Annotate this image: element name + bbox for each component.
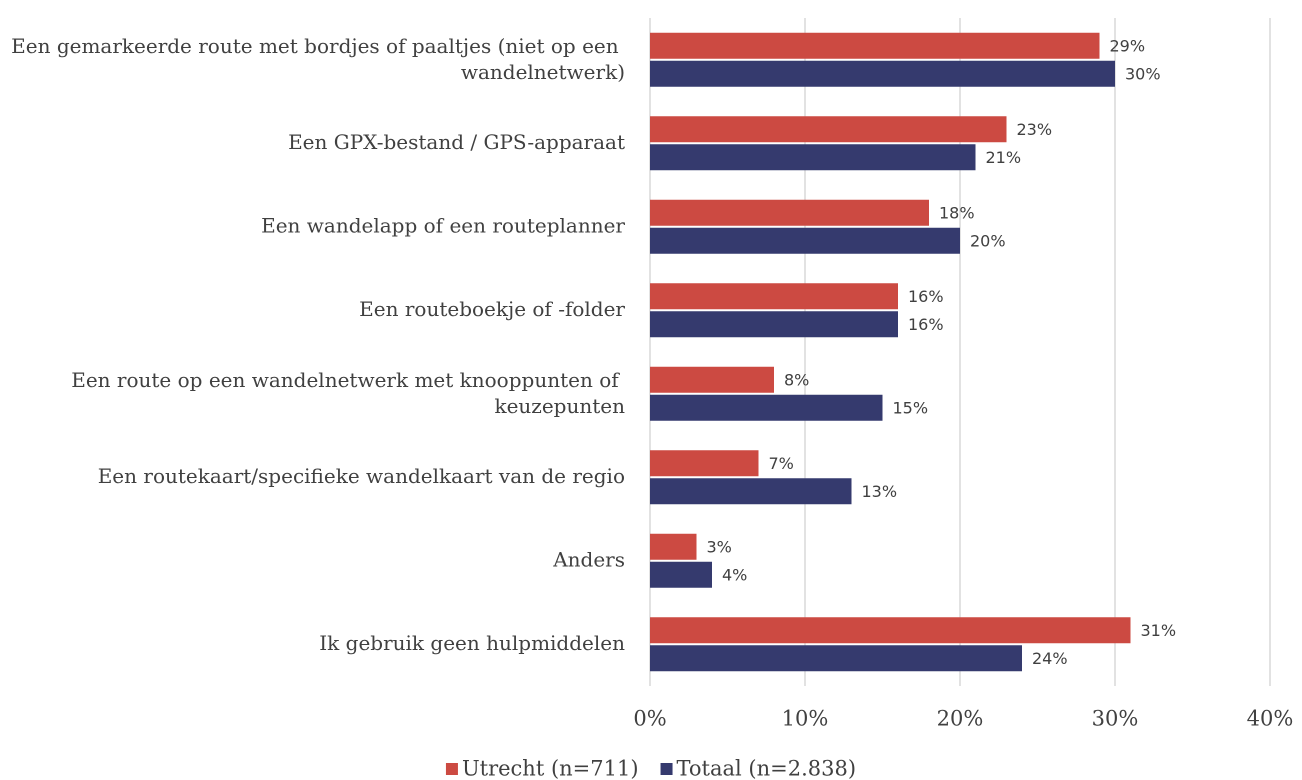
value-label: 29% xyxy=(1110,36,1146,55)
bar xyxy=(650,478,852,505)
value-label: 20% xyxy=(970,231,1006,250)
legend-swatch xyxy=(445,763,458,775)
legend-label: Totaal (n=2.838) xyxy=(677,757,857,780)
value-label: 13% xyxy=(862,482,898,501)
category-label: Een route op een wandelnetwerk met knoop… xyxy=(71,367,625,417)
value-label: 15% xyxy=(893,398,929,417)
bar xyxy=(650,60,1115,87)
value-label: 24% xyxy=(1032,649,1068,668)
bar xyxy=(650,617,1131,644)
x-tick-label: 0% xyxy=(633,707,666,731)
bar xyxy=(650,533,697,560)
category-label: Een gemarkeerde route met bordjes of paa… xyxy=(11,33,625,83)
value-label: 8% xyxy=(784,370,809,389)
bar xyxy=(650,394,883,421)
category-label: Anders xyxy=(552,547,625,571)
bar xyxy=(650,199,929,226)
bar xyxy=(650,450,759,477)
x-tick-label: 30% xyxy=(1092,707,1139,731)
value-label: 16% xyxy=(908,315,944,334)
bar xyxy=(650,32,1100,59)
bar xyxy=(650,227,960,254)
bar xyxy=(650,561,712,588)
value-label: 16% xyxy=(908,287,944,306)
value-label: 4% xyxy=(722,565,747,584)
category-label: Een routekaart/specifieke wandelkaart va… xyxy=(98,464,625,488)
value-label: 3% xyxy=(707,537,732,556)
category-label: Een routeboekje of -folder xyxy=(359,297,625,321)
value-label: 31% xyxy=(1141,621,1177,640)
value-label: 21% xyxy=(986,148,1022,167)
category-label: Ik gebruik geen hulpmiddelen xyxy=(319,631,625,655)
x-tick-label: 40% xyxy=(1247,707,1294,731)
legend-swatch xyxy=(660,763,673,775)
bar xyxy=(650,645,1022,672)
legend-label: Utrecht (n=711) xyxy=(462,757,639,780)
value-label: 7% xyxy=(769,454,794,473)
value-label: 30% xyxy=(1125,64,1161,83)
category-label: Een GPX-bestand / GPS-apparaat xyxy=(288,130,625,154)
bar xyxy=(650,116,1007,143)
bar xyxy=(650,144,976,171)
value-label: 18% xyxy=(939,203,975,222)
value-label: 23% xyxy=(1017,120,1053,139)
x-tick-label: 20% xyxy=(937,707,984,731)
bar xyxy=(650,366,774,393)
category-label: Een wandelapp of een routeplanner xyxy=(261,213,625,237)
bar xyxy=(650,283,898,310)
x-tick-label: 10% xyxy=(782,707,829,731)
bar xyxy=(650,311,898,338)
